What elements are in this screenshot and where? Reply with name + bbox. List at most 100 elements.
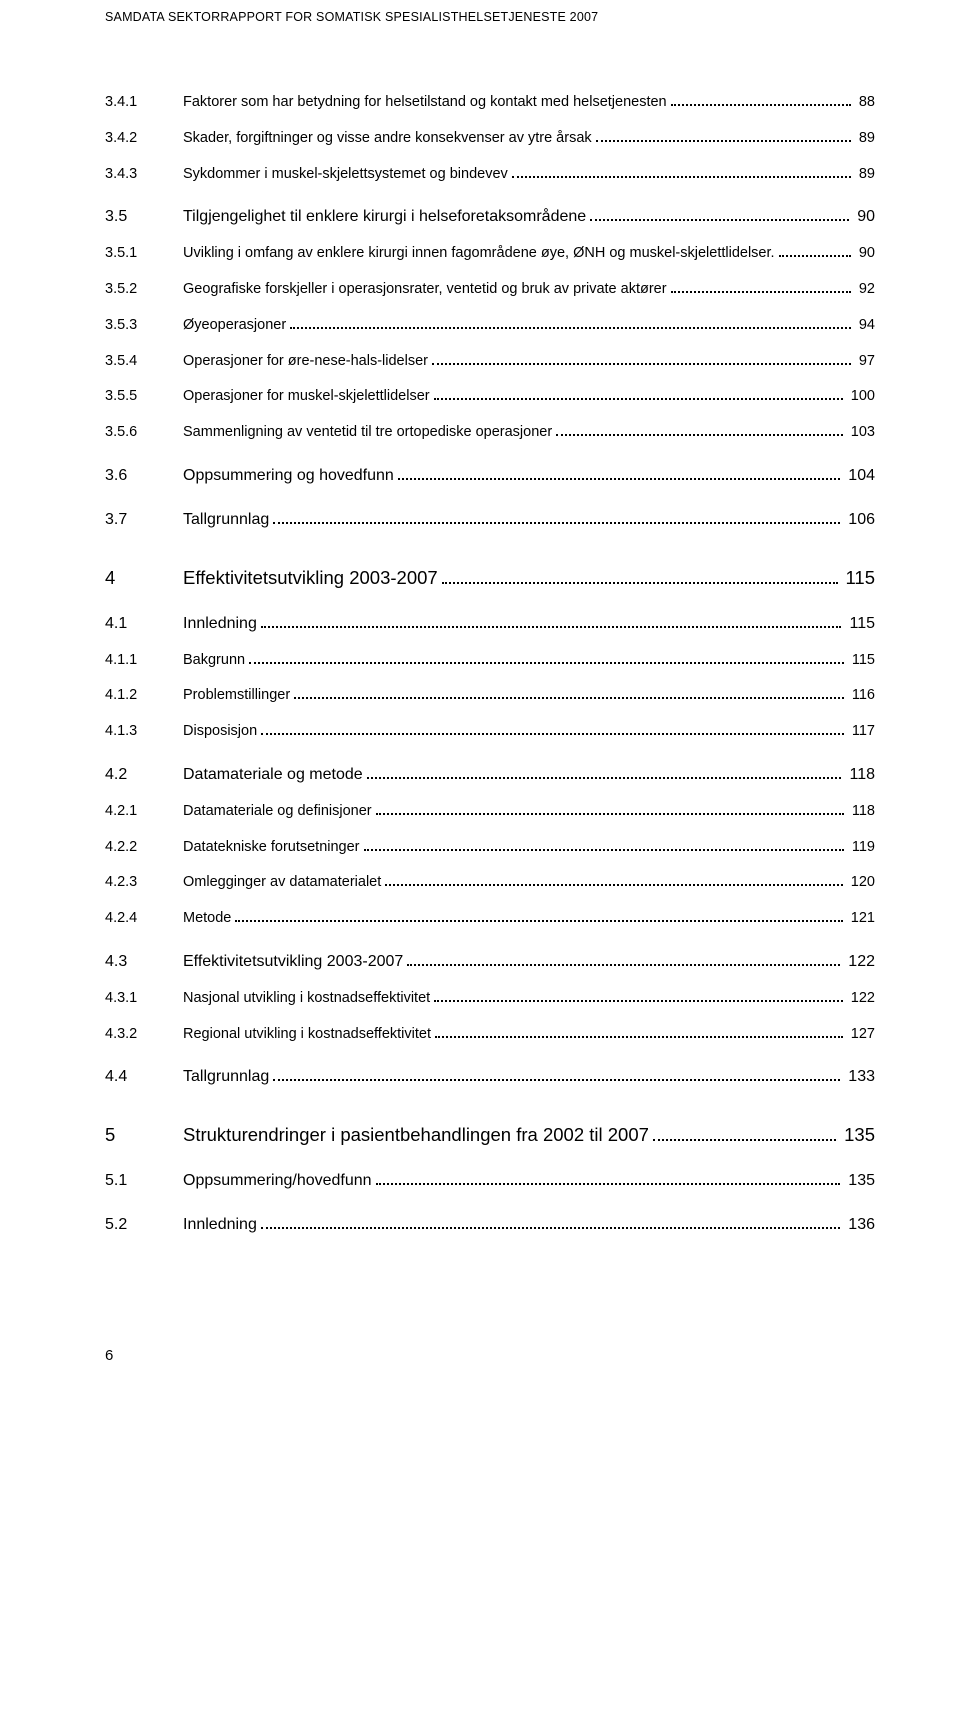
toc-entry-title: Uvikling i omfang av enklere kirurgi inn… — [183, 243, 775, 265]
toc-entry-title: Øyeoperasjoner — [183, 315, 286, 337]
toc-dot-leader — [294, 689, 844, 700]
toc-entry-page: 122 — [844, 950, 875, 974]
toc-entry-page: 135 — [840, 1121, 875, 1149]
toc-dot-leader — [273, 1070, 840, 1082]
toc-entry: 3.5.1Uvikling i omfang av enklere kirurg… — [105, 243, 875, 265]
toc-entry-page: 116 — [848, 685, 875, 707]
toc-entry-number: 3.4.1 — [105, 92, 183, 114]
toc-entry-title: Omlegginger av datamaterialet — [183, 872, 381, 894]
toc-entry-page: 115 — [842, 564, 876, 592]
toc-entry-title: Tallgrunnlag — [183, 1065, 269, 1089]
toc-entry-title: Oppsummering og hovedfunn — [183, 464, 394, 488]
toc-entry-page: 94 — [855, 315, 875, 337]
toc-dot-leader — [364, 840, 844, 851]
toc-entry: 4.1Innledning115 — [105, 612, 875, 636]
toc-entry-page: 117 — [848, 721, 875, 743]
toc-entry-page: 103 — [847, 422, 875, 444]
toc-entry-number: 3.5.6 — [105, 422, 183, 444]
toc-entry-title: Sykdommer i muskel-skjelettsystemet og b… — [183, 164, 508, 186]
toc-entry-number: 3.5.3 — [105, 315, 183, 337]
toc-dot-leader — [432, 354, 851, 365]
document-page: SAMDATA SEKTORRAPPORT FOR SOMATISK SPESI… — [0, 0, 960, 1404]
toc-entry-page: 136 — [844, 1213, 875, 1237]
toc-entry: 4.2.1Datamateriale og definisjoner118 — [105, 801, 875, 823]
toc-dot-leader — [261, 724, 844, 735]
page-header: SAMDATA SEKTORRAPPORT FOR SOMATISK SPESI… — [105, 10, 875, 24]
toc-entry-title: Problemstillinger — [183, 685, 290, 707]
toc-entry-page: 104 — [844, 464, 875, 488]
toc-entry: 4Effektivitetsutvikling 2003-2007 115 — [105, 564, 875, 592]
toc-dot-leader — [290, 318, 851, 329]
toc-entry: 3.5.3Øyeoperasjoner 94 — [105, 315, 875, 337]
toc-entry-title: Regional utvikling i kostnadseffektivite… — [183, 1024, 431, 1046]
toc-entry: 4.2.2Datatekniske forutsetninger 119 — [105, 837, 875, 859]
toc-entry-title: Effektivitetsutvikling 2003-2007 — [183, 564, 438, 592]
toc-entry-title: Effektivitetsutvikling 2003-2007 — [183, 950, 403, 974]
toc-dot-leader — [235, 911, 842, 922]
toc-entry-page: 118 — [848, 801, 875, 823]
toc-entry-page: 97 — [855, 351, 875, 373]
toc-entry: 4.3Effektivitetsutvikling 2003-2007122 — [105, 950, 875, 974]
toc-entry-title: Tallgrunnlag — [183, 508, 269, 532]
toc-entry-title: Sammenligning av ventetid til tre ortope… — [183, 422, 552, 444]
toc-entry-page: 119 — [848, 837, 875, 859]
toc-dot-leader — [442, 571, 838, 584]
page-number: 6 — [105, 1347, 875, 1364]
toc-entry-number: 3.6 — [105, 464, 183, 488]
toc-entry-page: 115 — [848, 650, 875, 672]
toc-entry-page: 122 — [847, 988, 875, 1010]
table-of-contents: 3.4.1Faktorer som har betydning for hels… — [105, 92, 875, 1237]
toc-entry: 4.1.3Disposisjon117 — [105, 721, 875, 743]
toc-entry: 3.5Tilgjengelighet til enklere kirurgi i… — [105, 205, 875, 229]
toc-entry-page: 88 — [855, 92, 875, 114]
toc-entry-title: Datatekniske forutsetninger — [183, 837, 360, 859]
toc-entry: 4.4Tallgrunnlag133 — [105, 1065, 875, 1089]
toc-dot-leader — [512, 167, 851, 178]
toc-entry-number: 3.4.2 — [105, 128, 183, 150]
toc-entry-page: 121 — [847, 908, 875, 930]
toc-dot-leader — [671, 95, 851, 106]
toc-entry: 3.5.5Operasjoner for muskel-skjelettlide… — [105, 386, 875, 408]
toc-dot-leader — [398, 468, 841, 480]
toc-dot-leader — [779, 247, 851, 258]
toc-entry: 3.4.2Skader, forgiftninger og visse andr… — [105, 128, 875, 150]
toc-dot-leader — [671, 282, 851, 293]
toc-entry-number: 3.5.5 — [105, 386, 183, 408]
toc-entry-page: 127 — [847, 1024, 875, 1046]
toc-entry-title: Disposisjon — [183, 721, 257, 743]
toc-entry: 3.5.4Operasjoner for øre-nese-hals-lidel… — [105, 351, 875, 373]
toc-entry-number: 3.5.1 — [105, 243, 183, 265]
toc-entry: 5Strukturendringer i pasientbehandlingen… — [105, 1121, 875, 1149]
toc-dot-leader — [590, 210, 849, 222]
toc-entry-title: Skader, forgiftninger og visse andre kon… — [183, 128, 592, 150]
toc-entry-page: 90 — [855, 243, 875, 265]
toc-entry-page: 92 — [855, 279, 875, 301]
toc-entry-page: 100 — [847, 386, 875, 408]
toc-entry: 3.4.1Faktorer som har betydning for hels… — [105, 92, 875, 114]
toc-entry: 4.2.3Omlegginger av datamaterialet120 — [105, 872, 875, 894]
toc-dot-leader — [261, 1217, 840, 1229]
toc-entry-number: 4.2.2 — [105, 837, 183, 859]
toc-entry: 4.2.4Metode121 — [105, 908, 875, 930]
toc-entry-number: 4 — [105, 564, 183, 592]
toc-entry: 3.5.2Geografiske forskjeller i operasjon… — [105, 279, 875, 301]
toc-dot-leader — [434, 991, 843, 1002]
toc-entry-number: 4.1.1 — [105, 650, 183, 672]
toc-entry: 3.7Tallgrunnlag106 — [105, 508, 875, 532]
toc-entry: 4.1.2Problemstillinger116 — [105, 685, 875, 707]
toc-entry-number: 4.4 — [105, 1065, 183, 1089]
toc-entry-title: Datamateriale og metode — [183, 763, 363, 787]
toc-dot-leader — [261, 616, 842, 628]
toc-entry-page: 90 — [853, 205, 875, 229]
toc-entry: 4.3.2Regional utvikling i kostnadseffekt… — [105, 1024, 875, 1046]
toc-entry-number: 3.7 — [105, 508, 183, 532]
toc-entry-number: 4.2.3 — [105, 872, 183, 894]
toc-entry: 3.6Oppsummering og hovedfunn 104 — [105, 464, 875, 488]
toc-dot-leader — [376, 1173, 841, 1185]
toc-entry-number: 3.4.3 — [105, 164, 183, 186]
toc-entry-number: 4.2 — [105, 763, 183, 787]
toc-entry-page: 118 — [845, 763, 875, 787]
toc-entry-page: 115 — [845, 612, 875, 636]
toc-entry-title: Innledning — [183, 612, 257, 636]
toc-entry-number: 3.5 — [105, 205, 183, 229]
